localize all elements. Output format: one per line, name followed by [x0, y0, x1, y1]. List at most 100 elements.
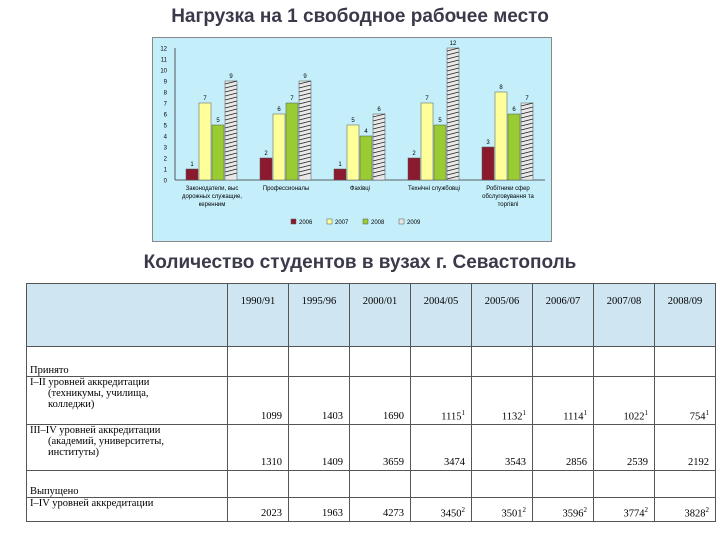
value-cell: 1409 — [288, 424, 350, 471]
data-label: 5 — [351, 118, 355, 124]
bar-hatch — [372, 165, 386, 170]
section-label: Выпущено — [26, 470, 228, 498]
bar-hatch — [446, 147, 460, 152]
value-cell — [349, 346, 411, 377]
bar-hatch — [224, 112, 238, 117]
value-cell — [532, 346, 594, 377]
bar-2007 — [420, 102, 434, 181]
bar-2006 — [333, 168, 347, 181]
bar-hatch — [446, 83, 460, 88]
bar-chart: 0 1 2 3 4 5 6 7 8 9 10 11 12 1 7 5 9 Законодатели, выс дор… — [152, 37, 552, 242]
value-cell: 10221 — [593, 376, 655, 425]
category-label: Робітники сфер — [486, 186, 530, 192]
bar-hatch — [446, 155, 460, 160]
data-label: 6 — [277, 107, 281, 113]
data-label: 7 — [203, 96, 207, 102]
bar-hatch — [446, 103, 460, 108]
value-cell: 1403 — [288, 376, 350, 425]
bar-hatch — [224, 152, 238, 157]
bar-hatch — [224, 172, 238, 177]
year-header-3: 2004/05 — [410, 283, 472, 347]
category-label: торгівлі — [498, 202, 519, 208]
bar-hatch — [446, 111, 460, 116]
bar-hatch — [446, 99, 460, 104]
bar-hatch — [446, 159, 460, 164]
table-row: ІІІ–ІV уровней аккредитации (академий, ун… — [26, 424, 716, 471]
legend-swatch-2009 — [398, 218, 405, 225]
y-tick-label: 4 — [164, 135, 168, 141]
bar-2008 — [433, 124, 447, 181]
bar-hatch — [520, 110, 534, 115]
bar-2008 — [507, 113, 521, 181]
bar-hatch — [372, 113, 386, 118]
bar-2006 — [259, 157, 273, 181]
legend-swatch-2006 — [290, 218, 297, 225]
bar-hatch — [298, 120, 312, 125]
footnote-marker: 2 — [644, 505, 649, 514]
bar-hatch — [372, 173, 386, 178]
bar-hatch — [372, 145, 386, 150]
data-label: 7 — [525, 96, 529, 102]
value-cell: 1963 — [288, 497, 350, 522]
category-label: Профессионалы — [263, 186, 309, 192]
bar-2007 — [272, 113, 286, 181]
bar-hatch — [446, 151, 460, 156]
bar-hatch — [298, 136, 312, 141]
bar-hatch — [446, 131, 460, 136]
legend-swatch-2007 — [326, 218, 333, 225]
bar-hatch — [298, 148, 312, 153]
bar-hatch — [520, 162, 534, 167]
bar-hatch — [446, 123, 460, 128]
bar-hatch — [446, 127, 460, 132]
footnote-marker: 2 — [522, 505, 527, 514]
bar-hatch — [224, 124, 238, 129]
value-cell — [471, 346, 533, 377]
value-cell — [288, 346, 350, 377]
bar-hatch — [446, 163, 460, 168]
bar-hatch — [372, 125, 386, 130]
bar-2007 — [198, 102, 212, 181]
value-cell — [227, 470, 289, 498]
bar-hatch — [224, 128, 238, 133]
footnote-marker: 1 — [705, 408, 710, 417]
bar-hatch — [520, 106, 534, 111]
y-tick-label: 1 — [164, 168, 168, 174]
bar-hatch — [298, 88, 312, 93]
value-cell: 11321 — [471, 376, 533, 425]
bar-hatch — [520, 166, 534, 171]
bar-hatch — [372, 137, 386, 142]
bar-hatch — [224, 168, 238, 173]
table-row: І–ІV уровней аккредитации 2023 1963 4273 345… — [26, 497, 716, 522]
bar-hatch — [298, 164, 312, 169]
value-cell — [593, 346, 655, 377]
students-table-wrapper: 1990/91 1995/96 2000/01 2004/05 2005/06 2006/… — [26, 283, 716, 538]
data-label: 6 — [377, 107, 381, 113]
bar-hatch — [446, 51, 460, 56]
data-label: 9 — [229, 74, 233, 80]
value-cell — [410, 470, 472, 498]
y-tick-label: 3 — [164, 146, 168, 152]
bar-hatch — [446, 71, 460, 76]
value-cell: 1099 — [227, 376, 289, 425]
bar-hatch — [520, 154, 534, 159]
value-cell: 4273 — [349, 497, 411, 522]
value-cell: 1310 — [227, 424, 289, 471]
y-tick-label: 7 — [164, 102, 168, 108]
category-label: Технічні службовці — [408, 186, 460, 192]
bar-hatch — [446, 91, 460, 96]
value-cell: 3659 — [349, 424, 411, 471]
year-header-4: 2005/06 — [471, 283, 533, 347]
data-label: 5 — [438, 118, 442, 124]
bar-2008 — [359, 135, 373, 181]
header-blank-cell — [26, 283, 228, 347]
year-header-0: 1990/91 — [227, 283, 289, 347]
bar-hatch — [520, 130, 534, 135]
y-tick-label: 12 — [160, 47, 167, 53]
bar-hatch — [520, 122, 534, 127]
table-row: І–ІІ уровней аккредитации (техникумы, учи… — [26, 376, 716, 425]
bar-hatch — [298, 128, 312, 133]
bar-hatch — [224, 96, 238, 101]
bar-hatch — [520, 174, 534, 179]
bar-hatch — [298, 168, 312, 173]
bar-hatch — [446, 107, 460, 112]
